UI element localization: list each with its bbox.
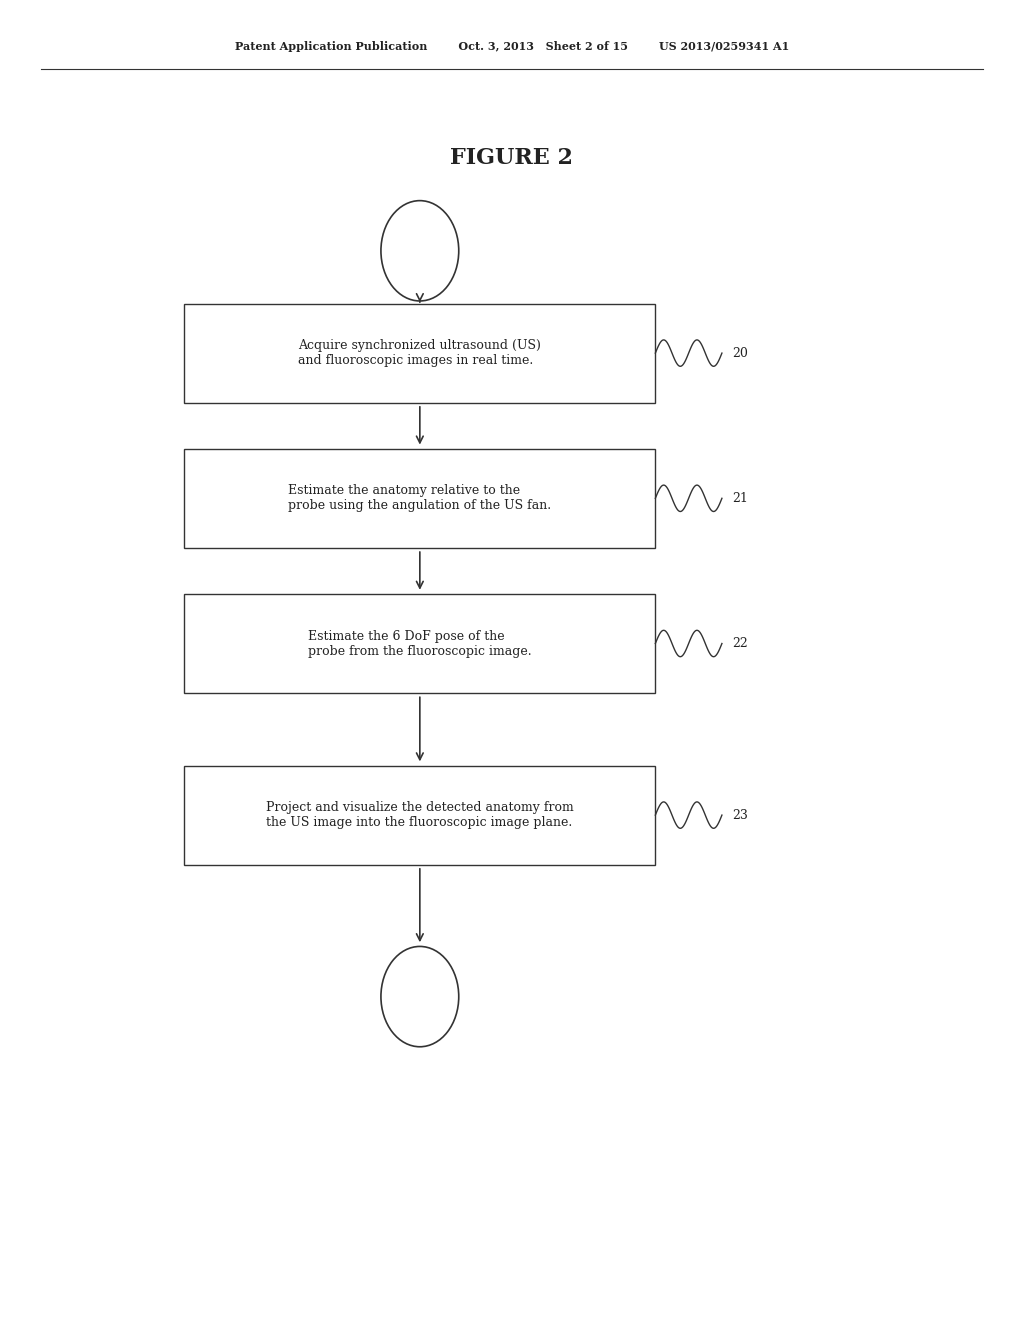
Text: 21: 21 bbox=[732, 492, 749, 504]
Text: 20: 20 bbox=[732, 347, 749, 359]
FancyBboxPatch shape bbox=[184, 594, 655, 693]
Text: Estimate the anatomy relative to the
probe using the angulation of the US fan.: Estimate the anatomy relative to the pro… bbox=[289, 484, 551, 512]
Text: Patent Application Publication        Oct. 3, 2013   Sheet 2 of 15        US 201: Patent Application Publication Oct. 3, 2… bbox=[234, 41, 790, 51]
FancyBboxPatch shape bbox=[184, 766, 655, 865]
Text: Acquire synchronized ultrasound (US)
and fluoroscopic images in real time.: Acquire synchronized ultrasound (US) and… bbox=[298, 339, 542, 367]
Text: Project and visualize the detected anatomy from
the US image into the fluoroscop: Project and visualize the detected anato… bbox=[266, 801, 573, 829]
Text: 23: 23 bbox=[732, 809, 749, 821]
Text: Estimate the 6 DoF pose of the
probe from the fluoroscopic image.: Estimate the 6 DoF pose of the probe fro… bbox=[308, 630, 531, 657]
Text: FIGURE 2: FIGURE 2 bbox=[451, 148, 573, 169]
FancyBboxPatch shape bbox=[184, 304, 655, 403]
Text: 22: 22 bbox=[732, 638, 748, 649]
FancyBboxPatch shape bbox=[184, 449, 655, 548]
